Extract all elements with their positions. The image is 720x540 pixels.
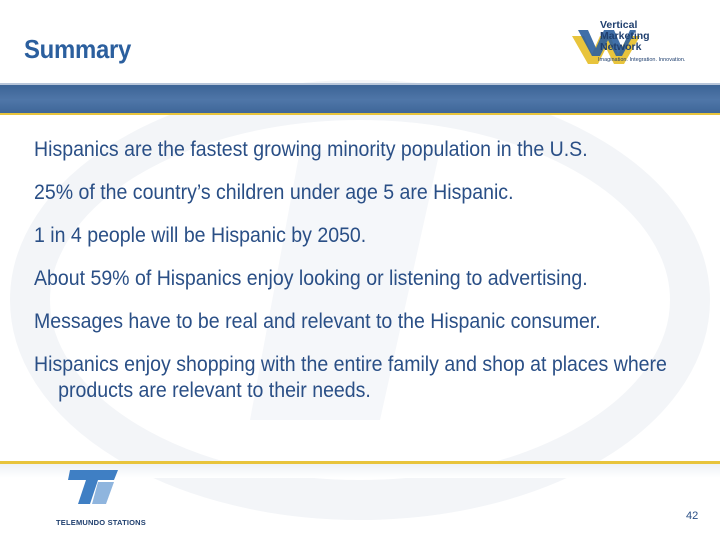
footer-shadow [0, 464, 720, 478]
bullet-item: Hispanics enjoy shopping with the entire… [34, 353, 667, 402]
slide-title: Summary [24, 34, 132, 64]
header-band [0, 83, 720, 115]
bullet-item: 1 in 4 people will be Hispanic by 2050. [34, 224, 367, 247]
logo-text-marketing: Marketing [600, 30, 650, 42]
vertical-marketing-network-logo [572, 30, 640, 64]
bullet-item: Messages have to be real and relevant to… [34, 310, 601, 333]
logo-text-network: Network [600, 41, 642, 53]
bullet-item: 25% of the country’s children under age … [34, 181, 514, 204]
bullet-item: Hispanics are the fastest growing minori… [34, 138, 588, 161]
logo-tagline: Imagination. Integration. Innovation. [598, 57, 686, 63]
page-number: 42 [686, 510, 699, 522]
logo-text-vertical: Vertical [600, 19, 638, 31]
bullet-list: Hispanics are the fastest growing minori… [34, 137, 684, 421]
telemundo-logo-icon [68, 470, 118, 504]
telemundo-logo-text: TELEMUNDO STATIONS [56, 518, 146, 527]
header-accent-line [0, 113, 720, 115]
bullet-item: About 59% of Hispanics enjoy looking or … [34, 267, 588, 290]
footer-accent-line [0, 461, 720, 464]
